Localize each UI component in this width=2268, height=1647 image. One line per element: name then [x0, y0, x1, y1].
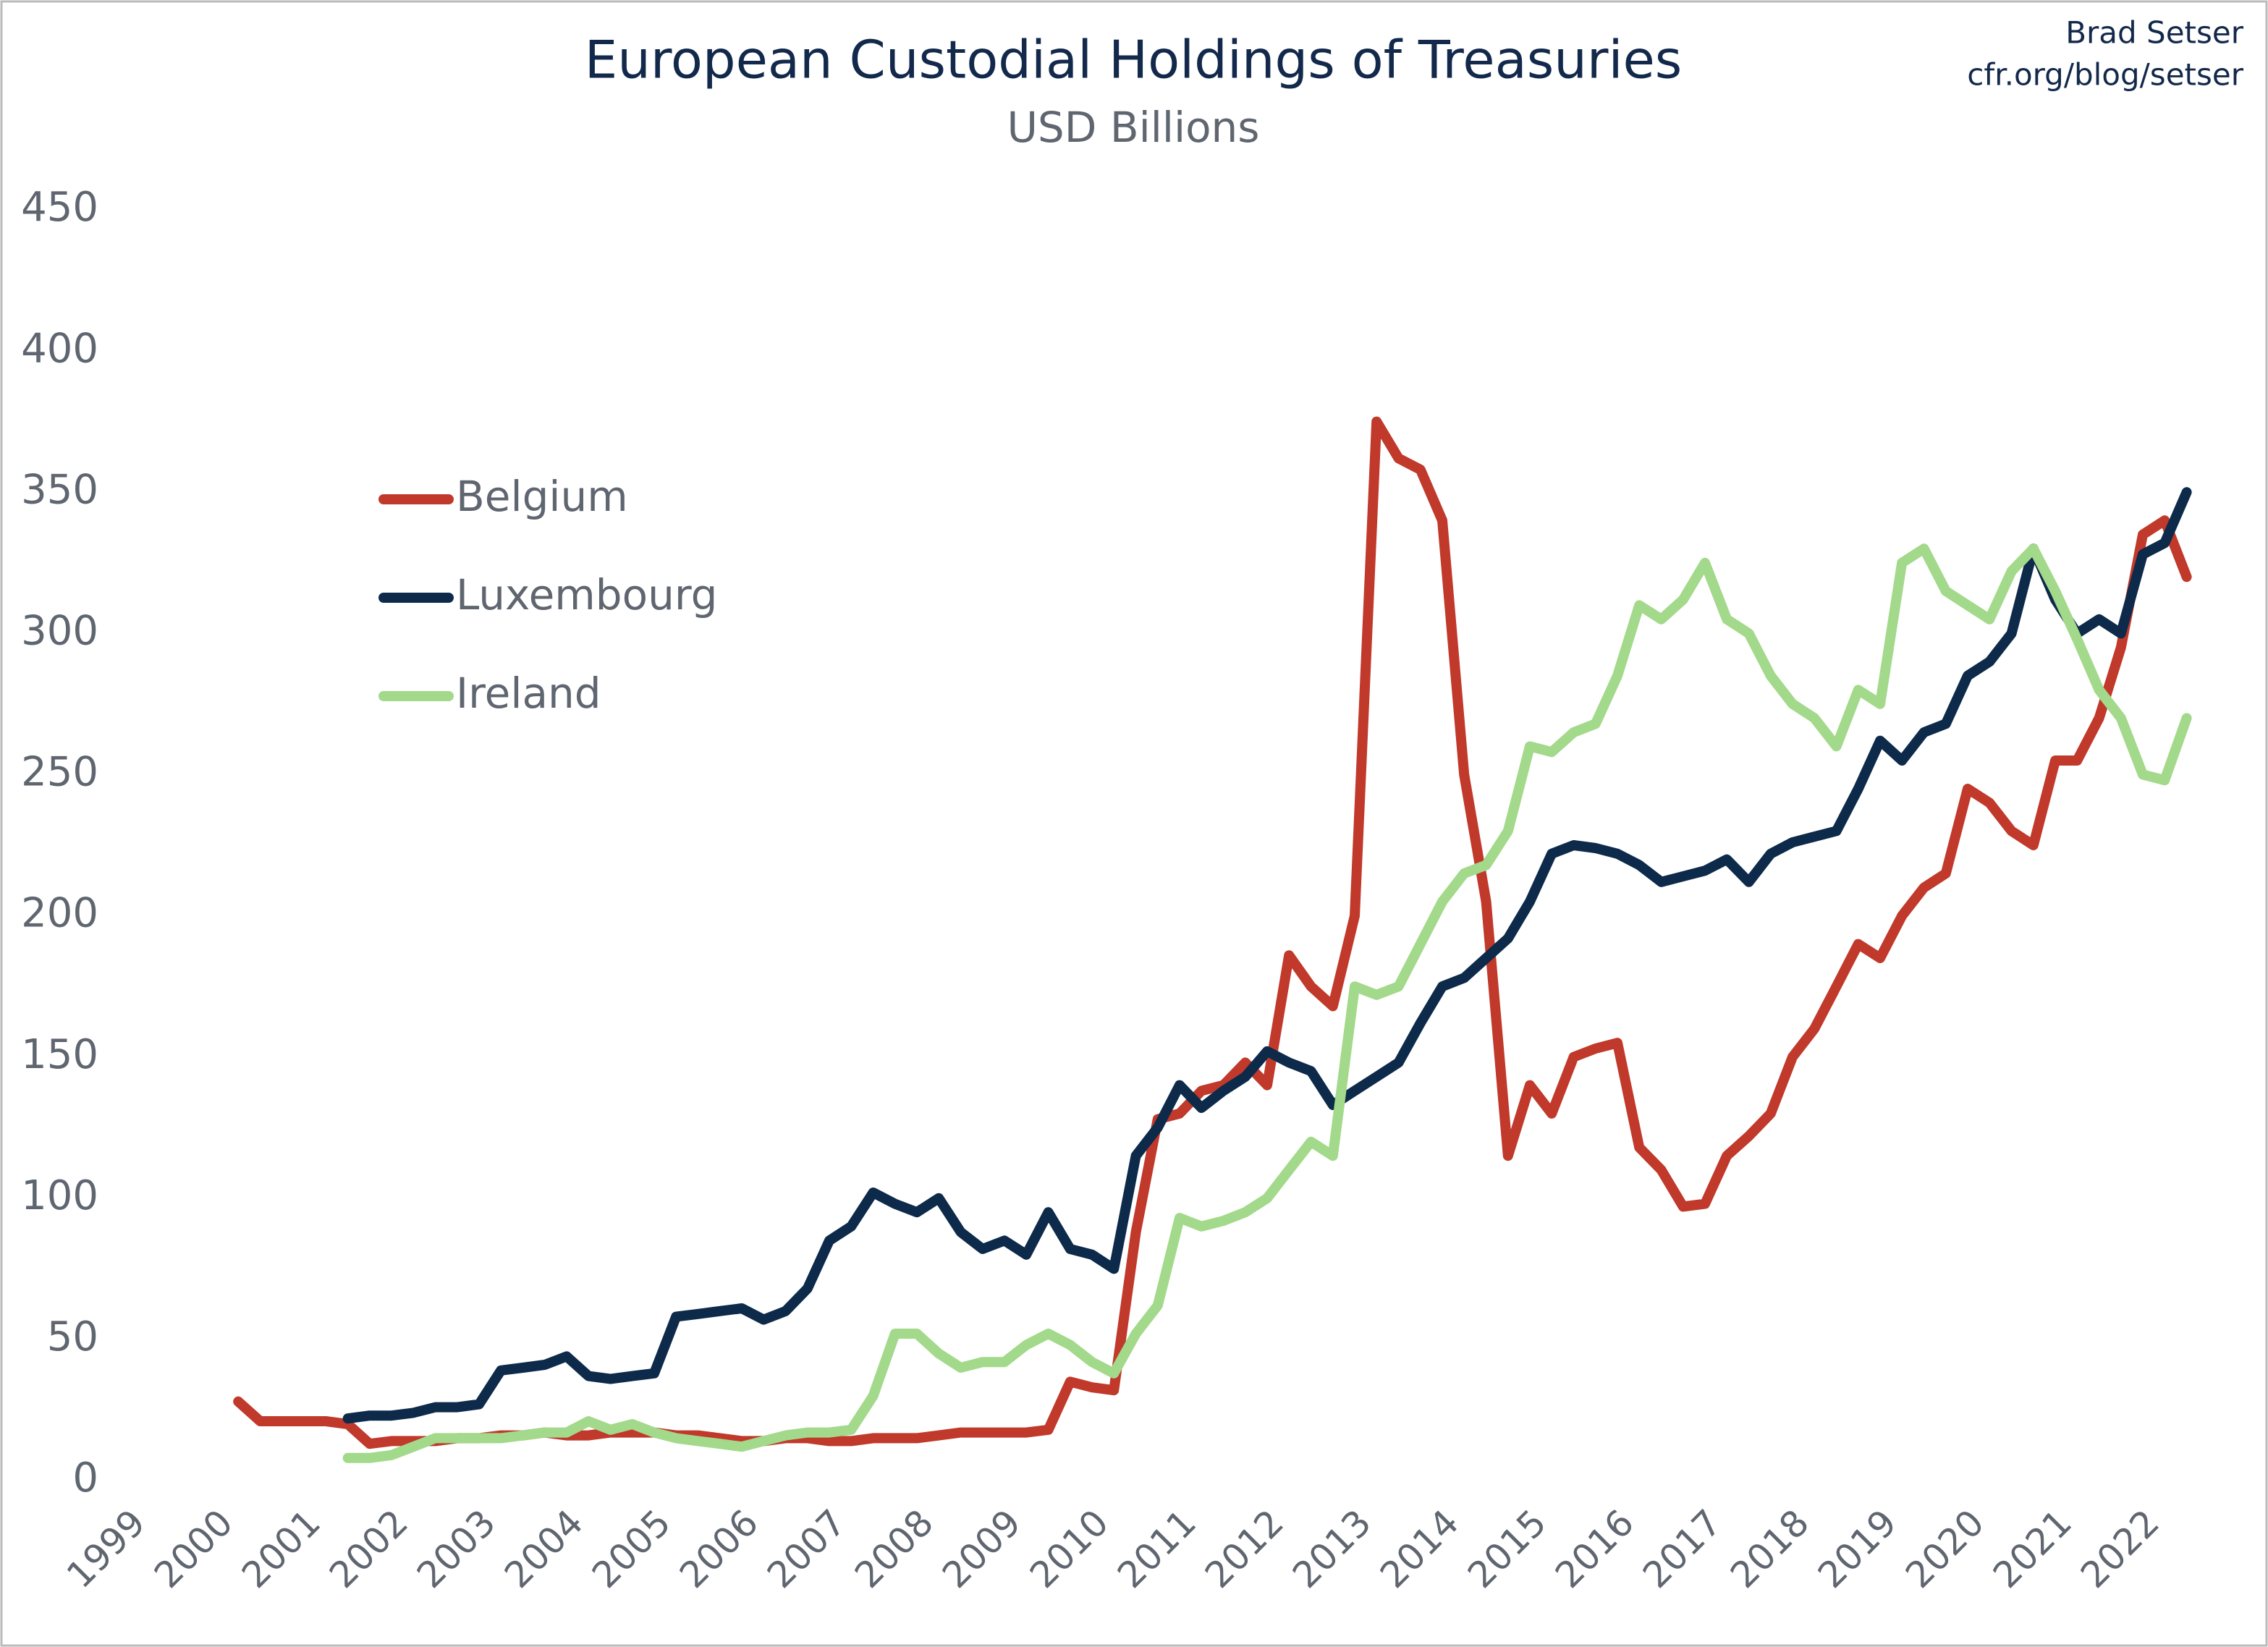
y-tick-label: 350 — [21, 466, 98, 513]
y-tick-label: 300 — [21, 607, 98, 654]
y-tick-label: 400 — [21, 325, 98, 372]
legend-label: Luxembourg — [456, 570, 717, 619]
y-tick-label: 50 — [47, 1313, 98, 1360]
y-tick-label: 100 — [21, 1172, 98, 1219]
series-line — [342, 487, 2192, 1424]
legend-label: Ireland — [456, 669, 601, 718]
y-tick-label: 450 — [21, 184, 98, 231]
y-tick-label: 200 — [21, 890, 98, 937]
y-tick-label: 150 — [21, 1031, 98, 1078]
source: cfr.org/blog/setser — [1967, 57, 2243, 93]
legend-label: Belgium — [456, 472, 628, 521]
series-line — [342, 543, 2192, 1463]
chart-subtitle: USD Billions — [1007, 103, 1259, 152]
source: Brad Setser — [2065, 15, 2244, 51]
y-tick-label: 250 — [21, 749, 98, 796]
chart-title: European Custodial Holdings of Treasurie… — [585, 30, 1683, 90]
y-tick-label: 0 — [72, 1455, 98, 1502]
